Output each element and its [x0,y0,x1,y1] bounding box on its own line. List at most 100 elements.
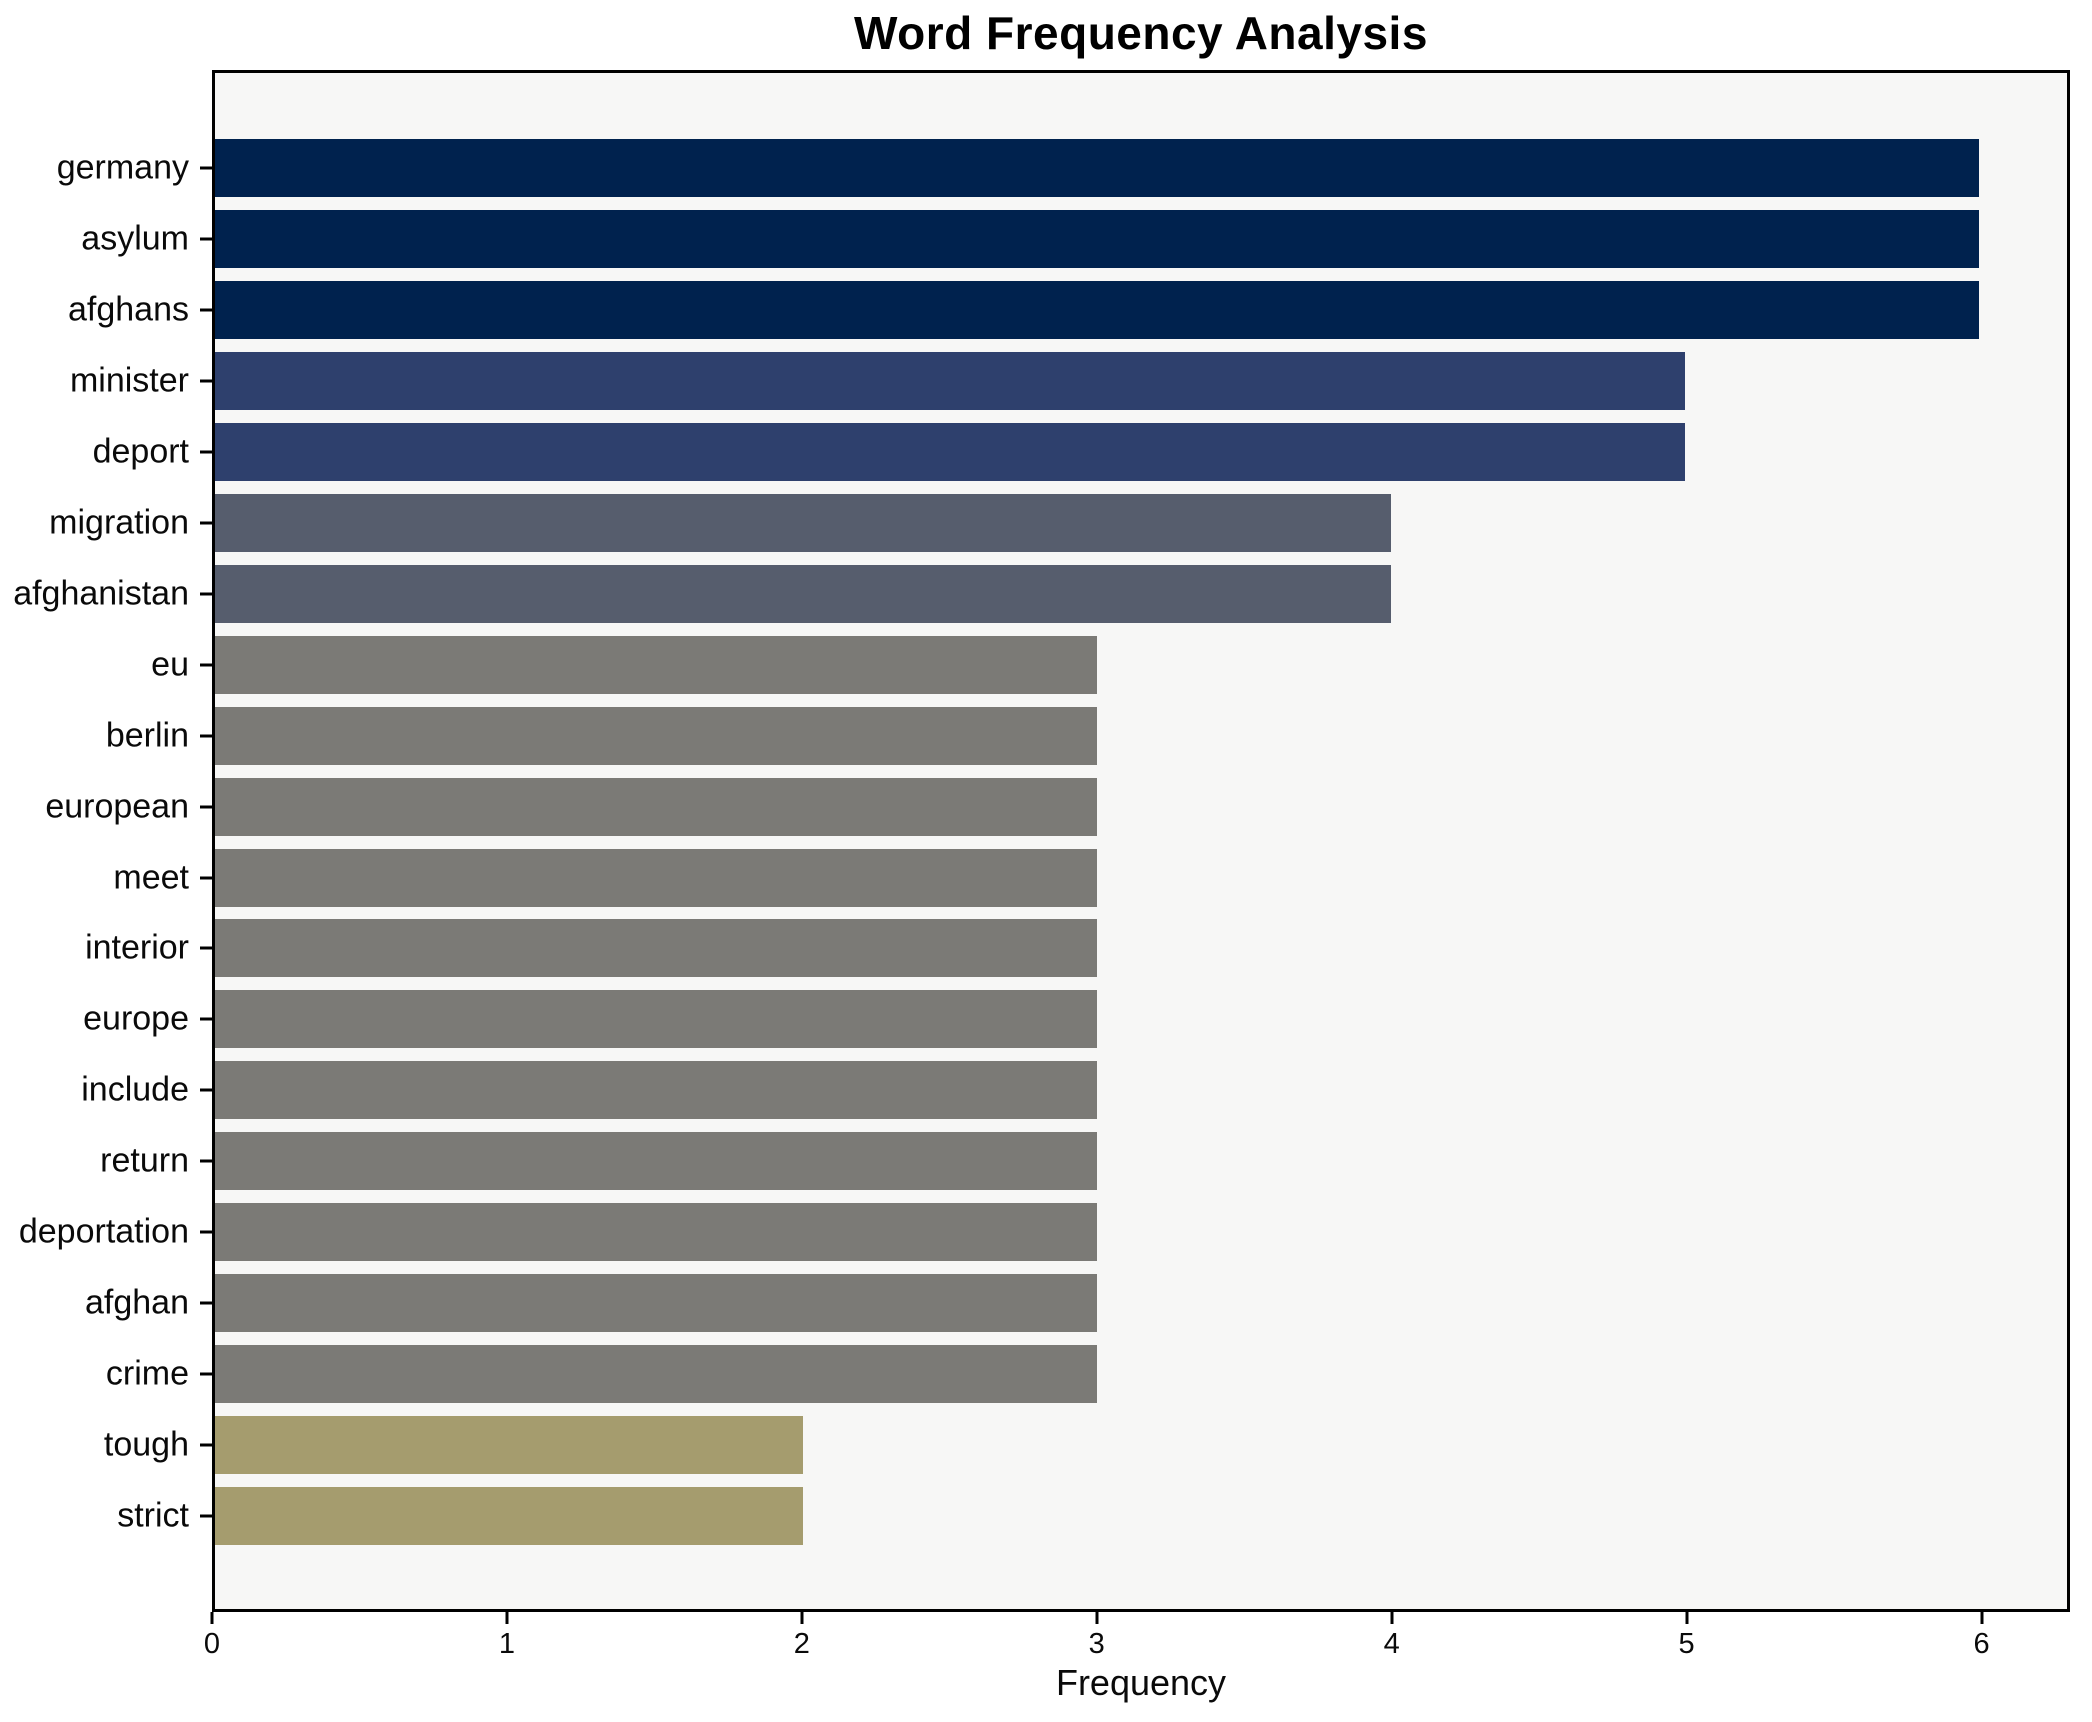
bar [215,848,1097,907]
bar [215,423,1685,482]
bar [215,1132,1097,1191]
bar [215,564,1391,623]
bar [215,1344,1097,1403]
bar-row: asylum [81,204,2067,275]
chart-title: Word Frequency Analysis [854,7,1428,59]
category-label: germany [56,148,189,187]
bar-row: berlin [106,700,2067,771]
category-label: afghan [85,1283,189,1322]
bar-row: afghans [68,275,2067,346]
bar [215,352,1685,411]
bar [215,1415,803,1474]
category-label: asylum [81,219,189,258]
category-label: strict [117,1496,189,1535]
x-tick-label: 5 [1678,1628,1695,1660]
y-tick-mark [200,1159,212,1163]
bar-row: migration [49,488,2067,559]
bar-row: deport [93,417,2067,488]
category-label: europe [83,999,189,1038]
bar-row: strict [117,1480,2067,1551]
bar [215,990,1097,1049]
y-tick-mark [200,1301,212,1305]
x-tick-mark [1685,1612,1689,1624]
x-tick-label: 0 [203,1628,221,1660]
bar-row: tough [104,1409,2067,1480]
category-label: include [81,1070,189,1109]
y-tick-mark [200,1088,212,1092]
bar [215,635,1097,694]
bar [215,919,1097,978]
x-tick-label: 1 [498,1628,515,1660]
category-label: return [100,1141,189,1180]
category-label: deportation [18,1212,189,1251]
bar-row: deportation [19,1197,2067,1268]
x-tick-mark [1095,1612,1099,1624]
category-label: tough [103,1425,189,1464]
bar-row: return [100,1126,2067,1197]
x-tick-label: 2 [793,1628,810,1660]
x-tick-mark [210,1612,214,1624]
bar [215,281,1979,340]
y-tick-mark [200,450,212,454]
x-tick-mark [1390,1612,1394,1624]
bar-row: eu [151,629,2067,700]
y-tick-mark [200,1514,212,1518]
x-tick-label: 6 [1973,1628,1990,1660]
y-tick-mark [200,1372,212,1376]
x-axis-label: Frequency [1055,1662,1227,1703]
bar-rows-container: germany asylum afghans minister deport migrat… [13,73,2067,1609]
bar [215,1273,1097,1332]
y-tick-mark [200,734,212,738]
bar [215,777,1097,836]
y-tick-mark [200,379,212,383]
category-label: interior [85,928,189,967]
y-tick-mark [200,1230,212,1234]
category-label: european [45,787,189,826]
bar-row: minister [70,346,2067,417]
bar [215,139,1979,198]
bar-row: meet [113,842,2067,913]
y-tick-mark [200,592,212,596]
bar-row: european [45,771,2067,842]
category-label: afghans [68,290,189,329]
y-tick-mark [200,1443,212,1447]
category-label: meet [113,858,189,897]
y-tick-mark [200,663,212,667]
x-tick-mark [800,1612,804,1624]
bar-row: crime [106,1338,2067,1409]
bar-row: interior [85,913,2067,984]
bar-row: afghan [85,1268,2067,1339]
bar [215,1061,1097,1120]
bar-row: include [81,1055,2067,1126]
bar [215,1203,1097,1262]
category-label: afghanistan [13,574,189,613]
y-tick-mark [200,805,212,809]
bar-row: afghanistan [13,558,2067,629]
y-tick-mark [200,308,212,312]
bar [215,706,1097,765]
bar [215,1486,803,1545]
category-label: berlin [105,716,189,755]
x-tick-label: 3 [1088,1628,1105,1660]
y-tick-mark [200,876,212,880]
category-label: crime [105,1354,189,1393]
bar-row: europe [83,984,2067,1055]
x-tick-mark [1980,1612,1984,1624]
y-tick-mark [200,166,212,170]
category-label: deport [92,432,189,471]
bar-row: germany [57,133,2067,204]
y-tick-mark [200,237,212,241]
x-tick-label: 4 [1383,1628,1400,1660]
category-label: eu [151,645,189,684]
y-tick-mark [200,521,212,525]
y-tick-mark [200,1017,212,1021]
x-tick-mark [505,1612,509,1624]
category-label: minister [69,361,189,400]
x-axis: 0 1 2 3 4 5 6 [204,1612,2070,1672]
bar [215,493,1391,552]
bar [215,210,1979,269]
plot-area: germany asylum afghans minister deport migrat… [13,70,2070,1612]
category-label: migration [49,503,189,542]
y-tick-mark [200,946,212,950]
